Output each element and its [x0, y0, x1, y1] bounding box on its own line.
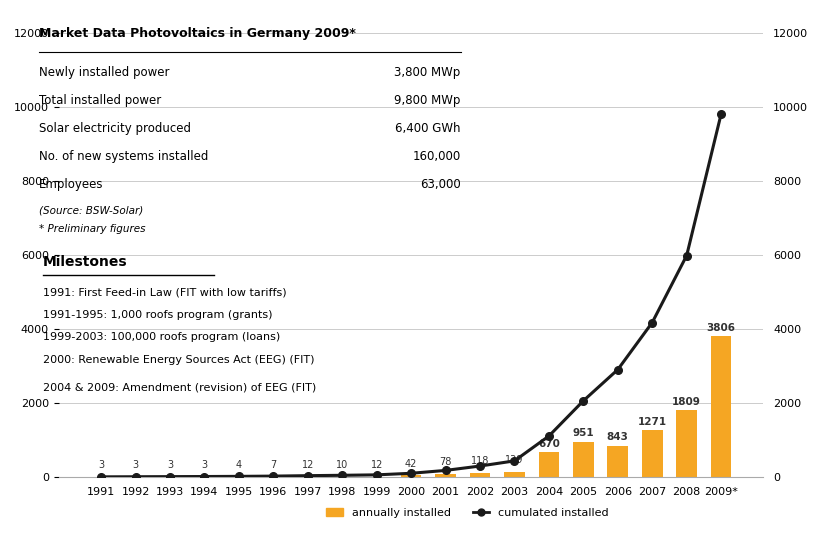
Text: 1271: 1271 [638, 417, 667, 427]
Text: Employees: Employees [39, 178, 103, 191]
Text: Total installed power: Total installed power [39, 94, 161, 107]
Text: 3: 3 [167, 460, 173, 470]
Text: Solar electricity produced: Solar electricity produced [39, 122, 190, 136]
Text: 1991-1995: 1,000 roofs program (grants): 1991-1995: 1,000 roofs program (grants) [43, 311, 273, 320]
Bar [607, 446, 628, 477]
Text: 10: 10 [336, 460, 348, 470]
Text: 63,000: 63,000 [420, 178, 461, 191]
Bar [711, 336, 732, 477]
Text: 1809: 1809 [672, 397, 701, 406]
Text: 2000: Renewable Energy Sources Act (EEG) (FIT): 2000: Renewable Energy Sources Act (EEG)… [43, 355, 315, 365]
Text: 6,400 GWh: 6,400 GWh [395, 122, 461, 136]
Text: Milestones: Milestones [43, 255, 128, 269]
Text: 12: 12 [371, 460, 383, 470]
Text: 42: 42 [405, 459, 417, 469]
Text: * Preliminary figures: * Preliminary figures [39, 224, 145, 234]
Text: Newly installed power: Newly installed power [39, 66, 169, 79]
Text: 139: 139 [505, 455, 524, 465]
Text: 3: 3 [201, 460, 207, 470]
Bar [435, 474, 456, 477]
Bar [539, 452, 560, 477]
Text: 78: 78 [440, 457, 451, 467]
Text: 3,800 MWp: 3,800 MWp [394, 66, 461, 79]
Text: 1999-2003: 100,000 roofs program (loans): 1999-2003: 100,000 roofs program (loans) [43, 332, 280, 342]
Text: 951: 951 [572, 428, 594, 438]
Text: 3: 3 [98, 460, 104, 470]
Bar [401, 475, 421, 477]
Bar [676, 410, 697, 477]
Text: 160,000: 160,000 [412, 150, 461, 163]
Text: 7: 7 [270, 460, 277, 470]
Text: Market Data Photovoltaics in Germany 2009*: Market Data Photovoltaics in Germany 200… [39, 27, 356, 40]
Bar [573, 442, 594, 477]
Text: (Source: BSW-Solar): (Source: BSW-Solar) [39, 206, 143, 216]
Bar [504, 472, 524, 477]
Text: 4: 4 [236, 460, 242, 470]
Text: No. of new systems installed: No. of new systems installed [39, 150, 208, 163]
Text: 843: 843 [607, 433, 628, 442]
Text: 1991: First Feed-in Law (FIT with low tariffs): 1991: First Feed-in Law (FIT with low ta… [43, 287, 287, 297]
Text: 2004 & 2009: Amendment (revision) of EEG (FIT): 2004 & 2009: Amendment (revision) of EEG… [43, 383, 316, 393]
Text: 3806: 3806 [706, 322, 736, 333]
Text: 12: 12 [301, 460, 314, 470]
Text: 9,800 MWp: 9,800 MWp [394, 94, 461, 107]
Text: 3: 3 [133, 460, 138, 470]
Bar [470, 473, 490, 477]
Bar [642, 430, 663, 477]
Legend: annually installed, cumulated installed: annually installed, cumulated installed [321, 504, 613, 522]
Text: 118: 118 [471, 456, 489, 466]
Text: 670: 670 [538, 439, 560, 449]
